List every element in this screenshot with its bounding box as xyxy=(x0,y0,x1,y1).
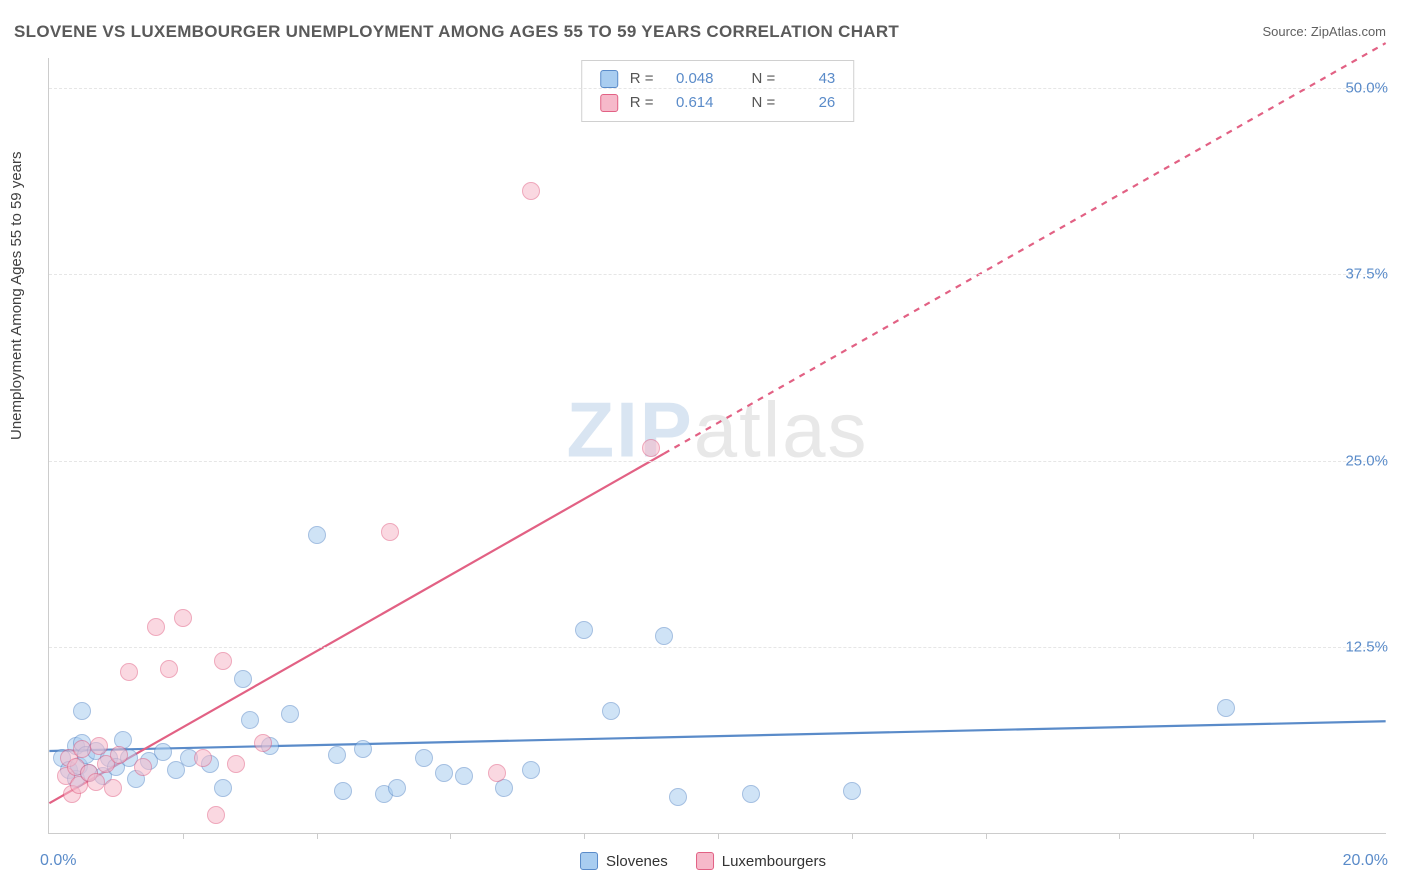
stat-r-value: 0.614 xyxy=(662,91,714,115)
data-point xyxy=(241,711,259,729)
data-point xyxy=(134,758,152,776)
data-point xyxy=(655,627,673,645)
stat-n-label: N = xyxy=(752,91,776,115)
chart-title: SLOVENE VS LUXEMBOURGER UNEMPLOYMENT AMO… xyxy=(14,22,899,42)
x-max-label: 20.0% xyxy=(1343,852,1388,870)
gridline xyxy=(49,274,1386,275)
data-point xyxy=(522,182,540,200)
data-point xyxy=(73,740,91,758)
x-tick xyxy=(183,833,184,839)
legend-item: Slovenes xyxy=(580,852,668,870)
legend: Slovenes Luxembourgers xyxy=(580,852,826,870)
x-tick xyxy=(1253,833,1254,839)
y-tick-label: 12.5% xyxy=(1345,639,1388,656)
data-point xyxy=(415,749,433,767)
data-point xyxy=(843,782,861,800)
data-point xyxy=(174,609,192,627)
data-point xyxy=(227,755,245,773)
data-point xyxy=(160,660,178,678)
x-tick xyxy=(852,833,853,839)
legend-label: Slovenes xyxy=(606,853,668,870)
gridline xyxy=(49,647,1386,648)
y-tick-label: 50.0% xyxy=(1345,79,1388,96)
legend-item: Luxembourgers xyxy=(696,852,826,870)
data-point xyxy=(354,740,372,758)
gridline xyxy=(49,461,1386,462)
stat-row: R = 0.614 N = 26 xyxy=(600,91,836,115)
data-point xyxy=(522,761,540,779)
y-tick-label: 37.5% xyxy=(1345,266,1388,283)
data-point xyxy=(1217,699,1235,717)
data-point xyxy=(154,743,172,761)
legend-swatch xyxy=(580,852,598,870)
gridline xyxy=(49,88,1386,89)
data-point xyxy=(207,806,225,824)
scatter-chart: ZIPatlas R =0.048N =43R =0.614N =26 12.5… xyxy=(48,58,1386,834)
data-point xyxy=(90,737,108,755)
x-tick xyxy=(986,833,987,839)
data-point xyxy=(214,779,232,797)
data-point xyxy=(381,523,399,541)
data-point xyxy=(669,788,687,806)
data-point xyxy=(642,439,660,457)
stat-r-label: R = xyxy=(630,91,654,115)
data-point xyxy=(281,705,299,723)
data-point xyxy=(435,764,453,782)
y-tick-label: 25.0% xyxy=(1345,452,1388,469)
x-tick xyxy=(718,833,719,839)
x-origin-label: 0.0% xyxy=(40,852,76,870)
data-point xyxy=(742,785,760,803)
data-point xyxy=(87,773,105,791)
data-point xyxy=(234,670,252,688)
data-point xyxy=(73,702,91,720)
stat-n-value: 26 xyxy=(783,91,835,115)
data-point xyxy=(388,779,406,797)
data-point xyxy=(214,652,232,670)
data-point xyxy=(308,526,326,544)
source-attribution: Source: ZipAtlas.com xyxy=(1262,24,1386,39)
data-point xyxy=(254,734,272,752)
data-point xyxy=(488,764,506,782)
data-point xyxy=(334,782,352,800)
x-tick xyxy=(450,833,451,839)
legend-label: Luxembourgers xyxy=(722,853,826,870)
x-tick xyxy=(1119,833,1120,839)
data-point xyxy=(120,663,138,681)
data-point xyxy=(110,746,128,764)
stats-box: R =0.048N =43R =0.614N =26 xyxy=(581,60,855,122)
data-point xyxy=(455,767,473,785)
legend-swatch xyxy=(600,94,618,112)
data-point xyxy=(194,749,212,767)
x-tick xyxy=(317,833,318,839)
x-tick xyxy=(584,833,585,839)
data-point xyxy=(147,618,165,636)
legend-swatch xyxy=(696,852,714,870)
data-point xyxy=(104,779,122,797)
legend-swatch xyxy=(600,70,618,88)
data-point xyxy=(328,746,346,764)
data-point xyxy=(602,702,620,720)
data-point xyxy=(575,621,593,639)
y-axis-label: Unemployment Among Ages 55 to 59 years xyxy=(8,151,25,440)
